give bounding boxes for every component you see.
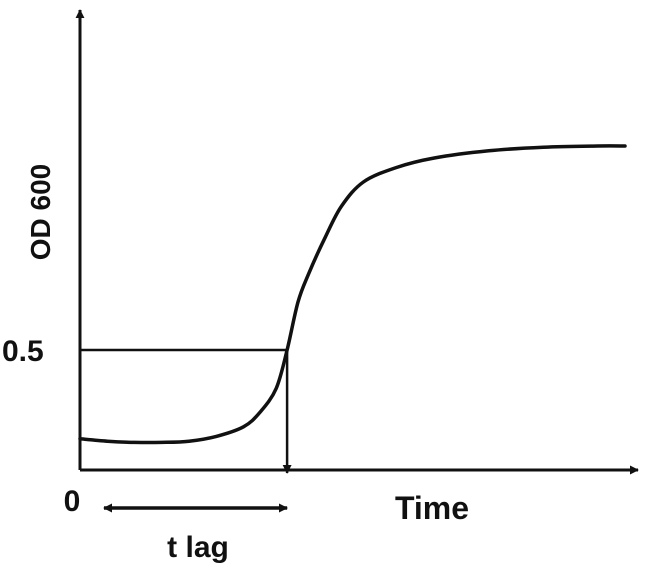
lag-label: t lag (167, 531, 229, 564)
growth-curve-line (78, 144, 627, 445)
threshold-label: 0.5 (2, 335, 44, 368)
x-origin-label: 0 (64, 485, 81, 518)
y-axis-label: OD 600 (25, 164, 56, 261)
x-axis-label: Time (395, 490, 469, 526)
